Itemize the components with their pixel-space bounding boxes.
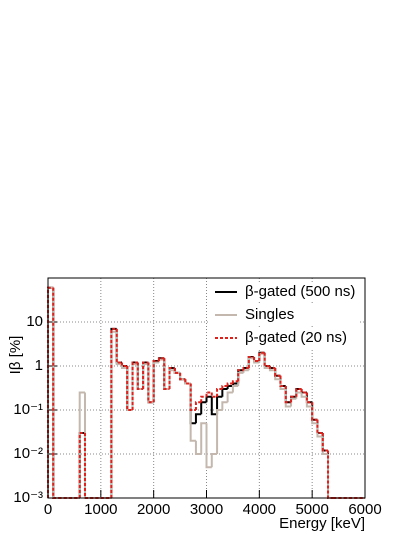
histogram-bin (216, 395, 223, 415)
histogram-bin (321, 433, 329, 452)
histogram-bin (210, 453, 218, 468)
histogram-bin (115, 328, 122, 364)
x-tick-label: 5000 (295, 501, 328, 518)
histogram-bin (173, 368, 181, 374)
x-axis-label: Energy [keV] (279, 515, 365, 532)
histogram-bin (321, 436, 329, 455)
legend-bg (210, 328, 360, 348)
histogram-bin (136, 362, 144, 391)
histogram-bin (115, 331, 122, 366)
histogram-bin (231, 385, 239, 393)
histogram-bin (200, 401, 207, 415)
legend-bg (210, 282, 360, 302)
histogram-bin (184, 379, 191, 385)
histogram-bin (142, 363, 149, 390)
legend-label: β-gated (500 ns) (245, 283, 355, 300)
histogram-bin (253, 357, 260, 362)
histogram-bin (163, 358, 170, 391)
histogram-bin (205, 391, 212, 397)
y-tick-label: 10⁻² (13, 445, 43, 462)
histogram-bin (189, 383, 196, 411)
y-tick-label: 1 (35, 357, 43, 374)
histogram-bin (295, 388, 302, 397)
histogram-bin (152, 361, 159, 403)
histogram-bin (110, 327, 117, 498)
histogram-bin (311, 402, 318, 421)
legend-label: β-gated (20 ns) (245, 329, 347, 346)
histogram-bin (205, 423, 212, 469)
histogram-bin (290, 395, 297, 403)
histogram-bin (221, 401, 228, 410)
histogram-bin (300, 389, 307, 394)
histogram-bin (126, 366, 133, 411)
histogram-bin (194, 413, 202, 424)
histogram-bin (120, 362, 128, 367)
plot-frame (47, 277, 366, 499)
histogram-bin (284, 389, 292, 408)
histogram-bin (274, 368, 281, 377)
histogram-bin (200, 395, 207, 403)
legend-bg (210, 305, 360, 325)
x-tick-label: 3000 (190, 501, 223, 518)
histogram-bin (152, 359, 159, 403)
x-tick-label: 6000 (348, 501, 381, 518)
histogram-bin (258, 351, 265, 361)
y-tick-label: 10⁻³ (13, 489, 43, 506)
histogram-bin (316, 419, 323, 435)
histogram-bin (284, 386, 292, 404)
histogram-bin (78, 432, 85, 498)
histogram-bin (157, 357, 165, 361)
histogram-bin (311, 406, 318, 425)
histogram-bin (268, 366, 276, 370)
histogram-bin (279, 375, 286, 388)
x-tick-label: 1000 (84, 501, 117, 518)
histogram-bin (226, 391, 233, 403)
x-tick-label: 4000 (243, 501, 276, 518)
y-tick-label: 10⁻¹ (13, 401, 43, 418)
histogram-bin (189, 383, 196, 442)
y-axis-label: Iβ [%] (7, 336, 24, 375)
histogram-bin (221, 385, 228, 390)
histogram-bin (300, 392, 307, 398)
histogram-bin (290, 397, 297, 407)
histogram-bin (263, 352, 270, 367)
histogram-bin (83, 433, 91, 499)
histogram-bin (210, 396, 218, 416)
histogram-bin (210, 392, 218, 398)
histogram-bin (242, 367, 249, 371)
histogram-bin (226, 382, 233, 387)
histogram-bin (216, 409, 223, 454)
y-tick-label: 10 (26, 313, 43, 330)
histogram-bin (194, 440, 202, 455)
histogram-bin (194, 401, 202, 410)
histogram-bin (147, 364, 154, 404)
histogram-bin (173, 370, 181, 374)
histogram-bin (216, 388, 223, 397)
legend-label: Singles (245, 306, 294, 323)
histogram-bin (168, 367, 175, 390)
histogram-bin (142, 361, 149, 390)
histogram-bin (179, 372, 186, 381)
x-tick-label: 0 (44, 501, 52, 518)
histogram-bin (237, 369, 244, 382)
histogram-bin (247, 356, 255, 369)
histogram-bin (221, 388, 228, 397)
histogram-bin (131, 361, 138, 410)
x-tick-label: 2000 (137, 501, 170, 518)
histogram-bin (200, 422, 207, 454)
histogram-bin (231, 380, 239, 384)
